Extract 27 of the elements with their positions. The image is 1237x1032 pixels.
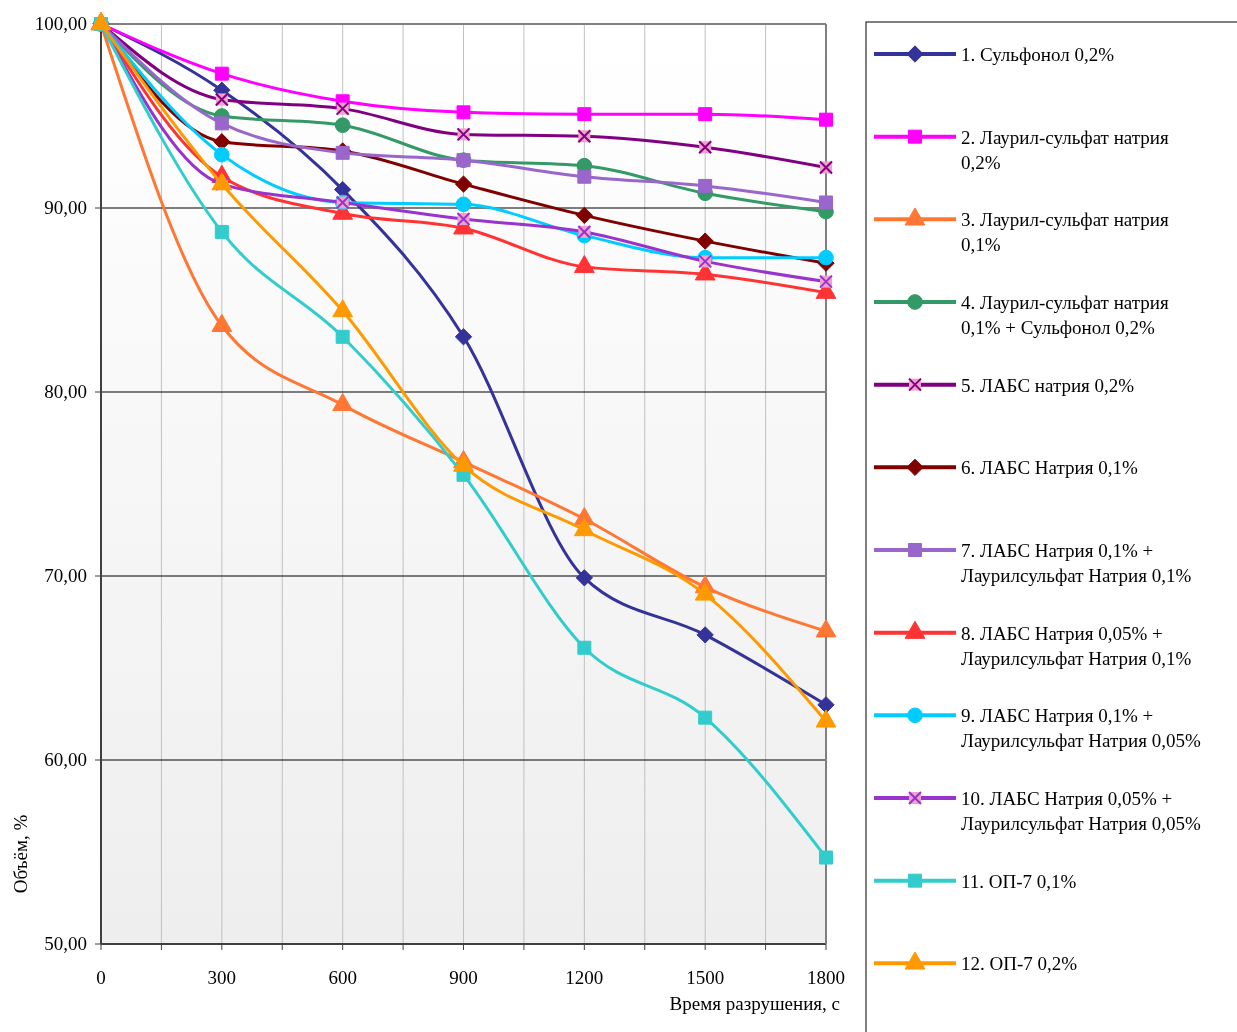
y-tick-label: 50,00: [44, 933, 87, 954]
legend-label: 11. ОП-7 0,1%: [961, 870, 1077, 892]
x-tick-label: 0: [96, 967, 106, 988]
x-axis-title: Время разрушения, с: [669, 993, 840, 1014]
legend-label: 12. ОП-7 0,2%: [961, 953, 1078, 975]
y-axis-title: Объём, %: [10, 814, 31, 894]
y-tick-label: 100,00: [34, 13, 87, 34]
x-tick-label: 1800: [807, 967, 845, 988]
legend-label: 4. Лаурил-сульфат натрия 0,1% + Сульфонол 0,2%: [961, 292, 1169, 338]
x-tick-label: 300: [207, 967, 237, 988]
legend-label: 2. Лаурил-сульфат натрия 0,2%: [961, 126, 1169, 173]
x-tick-label: 900: [449, 967, 478, 988]
y-tick-label: 70,00: [44, 565, 87, 586]
legend-label: 3. Лаурил-сульфат натрия 0,1%: [961, 209, 1169, 256]
legend-label: 8. ЛАБС Натрия 0,05% + Лаурилсульфат Натрия 0,1%: [961, 622, 1192, 669]
legend-label: 7. ЛАБС Натрия 0,1% + Лаурилсульфат Натрия 0,1%: [961, 540, 1192, 586]
x-tick-label: 600: [328, 967, 357, 988]
y-tick-label: 60,00: [44, 749, 87, 770]
y-tick-label: 80,00: [44, 381, 87, 402]
legend-label: 9. ЛАБС Натрия 0,1% + Лаурилсульфат Натрия 0,05%: [961, 705, 1201, 752]
legend-label: 1. Сульфонол 0,2%: [961, 44, 1115, 65]
legend-label: 6. ЛАБС Натрия 0,1%: [961, 457, 1138, 479]
x-tick-label: 1200: [565, 967, 604, 988]
y-tick-label: 90,00: [44, 197, 87, 218]
legend-label: 10. ЛАБС Натрия 0,05% + Лаурилсульфат Натрия 0,05%: [961, 788, 1201, 834]
legend-label: 5. ЛАБС натрия 0,2%: [961, 374, 1135, 396]
x-tick-label: 1500: [686, 967, 725, 988]
